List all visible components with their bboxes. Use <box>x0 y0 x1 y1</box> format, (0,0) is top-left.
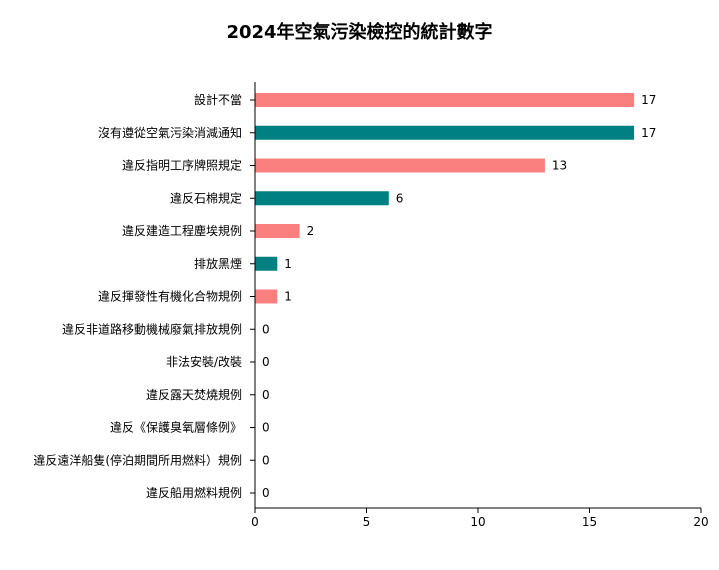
bar <box>255 289 278 304</box>
bar <box>255 191 389 206</box>
data-label: 0 <box>262 453 270 467</box>
x-tick-label: 10 <box>470 515 485 529</box>
category-label: 排放黑煙 <box>194 256 242 271</box>
category-label: 違反建造工程塵埃規例 <box>122 223 242 238</box>
category-labels-group: 設計不當沒有遵從空氣污染消減通知違反指明工序牌照規定違反石棉規定違反建造工程塵埃… <box>33 92 242 500</box>
data-label: 1 <box>284 257 292 271</box>
category-label: 沒有遵從空氣污染消減通知 <box>98 125 242 140</box>
bar <box>255 158 545 173</box>
category-label: 違反露天焚燒規例 <box>146 387 242 402</box>
x-tick-label: 0 <box>251 515 259 529</box>
category-label: 非法安裝/改裝 <box>166 354 242 369</box>
x-tick-label: 5 <box>363 515 371 529</box>
data-label: 0 <box>262 322 270 336</box>
data-label: 0 <box>262 486 270 500</box>
category-label: 違反指明工序牌照規定 <box>122 158 242 173</box>
category-label: 違反石棉規定 <box>170 190 242 205</box>
category-label: 違反非道路移動機械廢氣排放規例 <box>62 321 242 336</box>
data-label: 0 <box>262 355 270 369</box>
value-labels-group: 17 17 13 6 2 1 1 0 0 0 0 0 0 <box>262 93 656 500</box>
category-label: 違反船用燃料規例 <box>146 485 242 500</box>
bar <box>255 256 278 271</box>
data-label: 1 <box>284 290 292 304</box>
category-label: 違反《保護臭氧層條例》 <box>110 420 242 435</box>
data-label: 6 <box>396 191 404 205</box>
bar <box>255 93 635 107</box>
data-label: 0 <box>262 421 270 435</box>
category-label: 設計不當 <box>194 92 242 107</box>
category-label: 違反揮發性有機化合物規例 <box>98 289 242 304</box>
x-tick-label: 20 <box>693 515 708 529</box>
bars-group <box>255 93 635 304</box>
bar <box>255 224 300 238</box>
chart-title: 2024年空氣污染檢控的統計數字 <box>226 22 493 43</box>
bar <box>255 125 635 140</box>
category-label: 違反遠洋船隻(停泊期間所用燃料）規例 <box>33 452 242 467</box>
data-label: 13 <box>552 159 567 173</box>
axes-group: 0 5 10 15 20 <box>250 82 709 529</box>
data-label: 2 <box>307 224 315 238</box>
x-tick-label: 15 <box>582 515 597 529</box>
data-label: 17 <box>641 126 656 140</box>
data-label: 0 <box>262 388 270 402</box>
data-label: 17 <box>641 93 656 107</box>
